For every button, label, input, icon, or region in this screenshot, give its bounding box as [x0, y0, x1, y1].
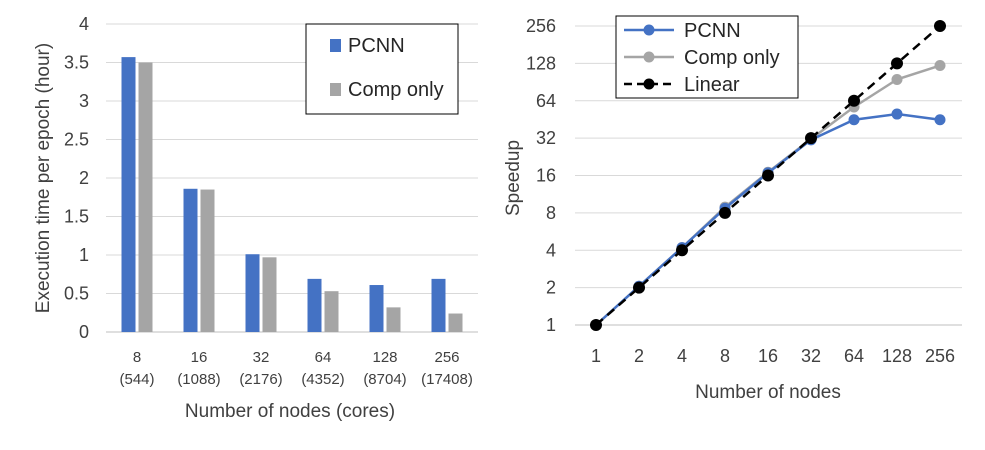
bar-comp-only-64	[324, 291, 339, 332]
bar-comp-only-16	[200, 189, 215, 332]
line-legend-label-pcnn: PCNN	[684, 20, 741, 42]
bar-x-tick-label: 128	[372, 349, 397, 366]
bar-y-tick-label: 2.5	[64, 130, 89, 150]
line-point-pcnn-256	[934, 114, 946, 126]
line-point-linear-32	[805, 132, 817, 145]
line-y-tick-label: 32	[536, 128, 556, 148]
line-x-axis-label: Number of nodes	[695, 382, 841, 403]
line-x-tick-label: 256	[925, 346, 955, 366]
line-series-pcnn	[595, 112, 941, 326]
line-series-comp-only	[595, 64, 941, 326]
bar-x-tick-sublabel: (17408)	[421, 371, 473, 388]
line-y-tick-label: 2	[546, 278, 556, 298]
line-point-linear-8	[719, 206, 731, 219]
line-legend-marker-comp-only	[643, 51, 655, 63]
bar-y-tick-label: 4	[79, 14, 89, 34]
bar-x-tick-sublabel: (544)	[119, 371, 154, 388]
bar-x-tick-sublabel: (8704)	[363, 371, 406, 388]
bar-y-tick-label: 0	[79, 322, 89, 342]
line-y-tick-label: 8	[546, 203, 556, 223]
bar-x-tick-label: 16	[191, 349, 208, 366]
bar-pcnn-256	[431, 278, 446, 332]
bar-y-tick-label: 1	[79, 245, 89, 265]
bar-marks	[121, 57, 463, 333]
bar-y-tick-labels: 0 0.5 1 1.5 2 2.5 3 3.5 4	[64, 14, 89, 342]
line-point-comp-only-128	[891, 73, 903, 85]
line-point-pcnn-128	[891, 108, 903, 120]
line-legend-marker-pcnn	[643, 24, 655, 36]
bar-pcnn-8	[121, 57, 136, 333]
line-point-linear-128	[891, 57, 903, 70]
bar-legend-swatch-comp-only	[330, 83, 341, 96]
bar-x-tick-label: 8	[133, 349, 141, 366]
bar-pcnn-64	[307, 278, 322, 332]
line-point-linear-256	[934, 20, 946, 32]
line-x-tick-label: 1	[591, 346, 601, 366]
bar-comp-only-128	[386, 307, 401, 332]
line-legend-label-comp-only: Comp only	[684, 47, 780, 69]
line-point-linear-4	[676, 244, 688, 257]
line-y-tick-label: 16	[536, 166, 556, 186]
line-point-linear-64	[848, 94, 860, 107]
line-y-tick-label: 1	[546, 315, 556, 335]
bar-y-tick-label: 2	[79, 168, 89, 188]
bar-comp-only-8	[138, 62, 153, 332]
line-legend-marker-linear	[643, 78, 655, 90]
line-x-tick-label: 4	[677, 346, 687, 366]
line-legend-label-linear: Linear	[684, 74, 740, 96]
line-y-tick-label: 64	[536, 91, 556, 111]
bar-x-tick-sublabel: (1088)	[177, 371, 220, 388]
line-y-tick-label: 128	[526, 53, 556, 73]
line-x-tick-label: 64	[844, 346, 864, 366]
line-point-comp-only-256	[934, 60, 946, 72]
line-x-tick-label: 8	[720, 346, 730, 366]
bar-y-tick-label: 3	[79, 91, 89, 111]
bar-x-tick-labels: 8 (544) 16 (1088) 32 (2176) 64 (4352) 128 (8704) 2…	[119, 349, 472, 388]
line-point-linear-2	[633, 281, 645, 294]
bar-x-tick-label: 64	[315, 349, 332, 366]
line-legend: PCNN Comp only Linear	[615, 15, 799, 99]
line-y-tick-label: 4	[546, 240, 556, 260]
bar-y-tick-label: 3.5	[64, 53, 89, 73]
bar-gridlines	[106, 23, 478, 333]
bar-y-axis-label: Execution time per epoch (hour)	[33, 43, 54, 313]
bar-comp-only-32	[262, 257, 277, 332]
bar-pcnn-16	[183, 188, 198, 332]
bar-x-tick-sublabel: (2176)	[239, 371, 282, 388]
bar-pcnn-128	[369, 285, 384, 332]
bar-pcnn-32	[245, 254, 260, 332]
line-x-tick-label: 2	[634, 346, 644, 366]
line-chart: 1 2 4 8 16 32 64 128 256 1 2 4 8 16 32 64 128 256 Number…	[503, 15, 962, 403]
bar-x-axis-label: Number of nodes (cores)	[185, 401, 395, 422]
line-point-linear-16	[762, 169, 774, 182]
line-y-tick-labels: 1 2 4 8 16 32 64 128 256	[526, 16, 556, 335]
bar-chart: 0 0.5 1 1.5 2 2.5 3 3.5 4 8 (544) 16 (1088) 32 (2176)…	[33, 14, 478, 422]
line-marks	[590, 20, 946, 331]
bar-x-tick-sublabel: (4352)	[301, 371, 344, 388]
bar-x-tick-label: 32	[253, 349, 270, 366]
line-x-tick-label: 16	[758, 346, 778, 366]
line-x-tick-labels: 1 2 4 8 16 32 64 128 256	[591, 346, 955, 366]
bar-legend-label-pcnn: PCNN	[348, 35, 405, 57]
bar-y-tick-label: 1.5	[64, 207, 89, 227]
line-x-tick-label: 128	[882, 346, 912, 366]
bar-y-tick-label: 0.5	[64, 284, 89, 304]
bar-legend-label-comp-only: Comp only	[348, 79, 444, 101]
line-point-linear-1	[590, 319, 602, 331]
line-y-tick-label: 256	[526, 16, 556, 36]
line-x-tick-label: 32	[801, 346, 821, 366]
bar-x-tick-label: 256	[434, 349, 459, 366]
bar-legend: PCNN Comp only	[305, 23, 459, 115]
line-point-pcnn-64	[848, 114, 860, 126]
bar-comp-only-256	[448, 313, 463, 332]
bar-legend-swatch-pcnn	[330, 39, 341, 52]
line-y-axis-label: Speedup	[503, 140, 524, 216]
